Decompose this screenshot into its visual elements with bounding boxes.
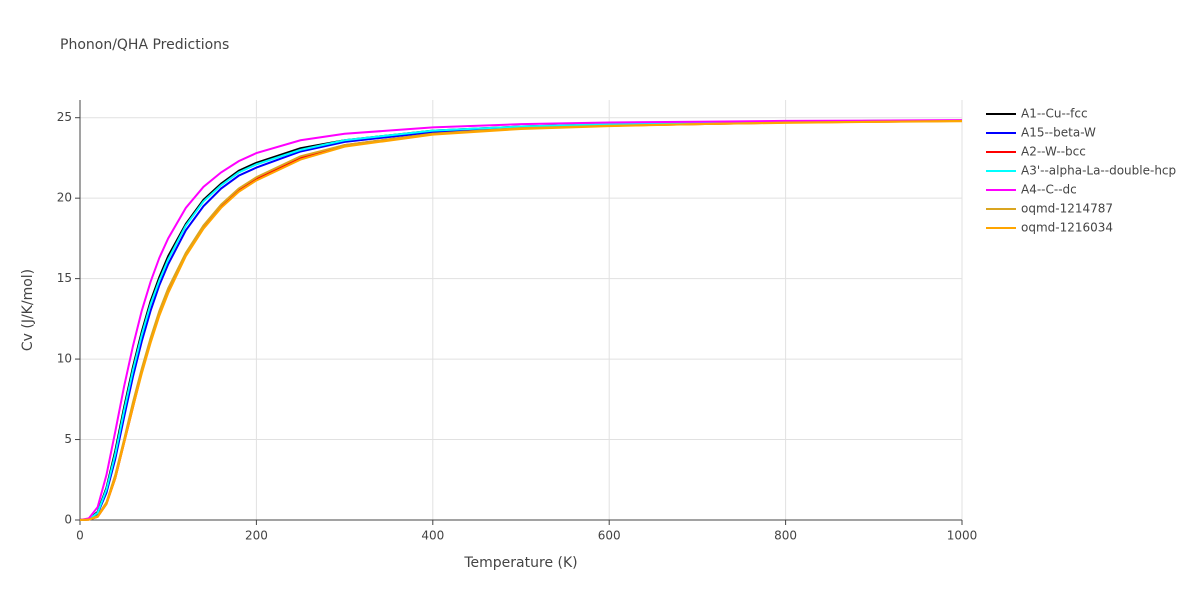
legend-label: A3'--alpha-La--double-hcp [1021,164,1176,178]
series-line [79,119,963,521]
series-line [79,119,963,521]
x-axis-title: Temperature (K) [463,555,577,571]
y-tick-label: 0 [64,513,72,527]
x-tick-label: 400 [421,529,444,543]
y-tick-label: 5 [64,432,72,446]
legend-label: A1--Cu--fcc [1021,107,1088,121]
y-tick-label: 25 [57,110,72,124]
legend-label: oqmd-1216034 [1021,221,1113,235]
chart-title: Phonon/QHA Predictions [60,37,229,53]
y-tick-label: 15 [57,271,72,285]
legend-label: A2--W--bcc [1021,145,1086,159]
y-tick-label: 20 [57,191,72,205]
x-tick-label: 600 [598,529,621,543]
x-tick-label: 0 [76,529,84,543]
x-tick-label: 200 [245,529,268,543]
legend-label: A4--C--dc [1021,183,1077,197]
x-tick-label: 800 [774,529,797,543]
legend-label: A15--beta-W [1021,126,1096,140]
legend-label: oqmd-1214787 [1021,202,1113,216]
x-tick-label: 1000 [947,529,978,543]
series-line [79,120,963,521]
y-axis-title: Cv (J/K/mol) [20,269,36,351]
y-tick-label: 10 [57,352,72,366]
